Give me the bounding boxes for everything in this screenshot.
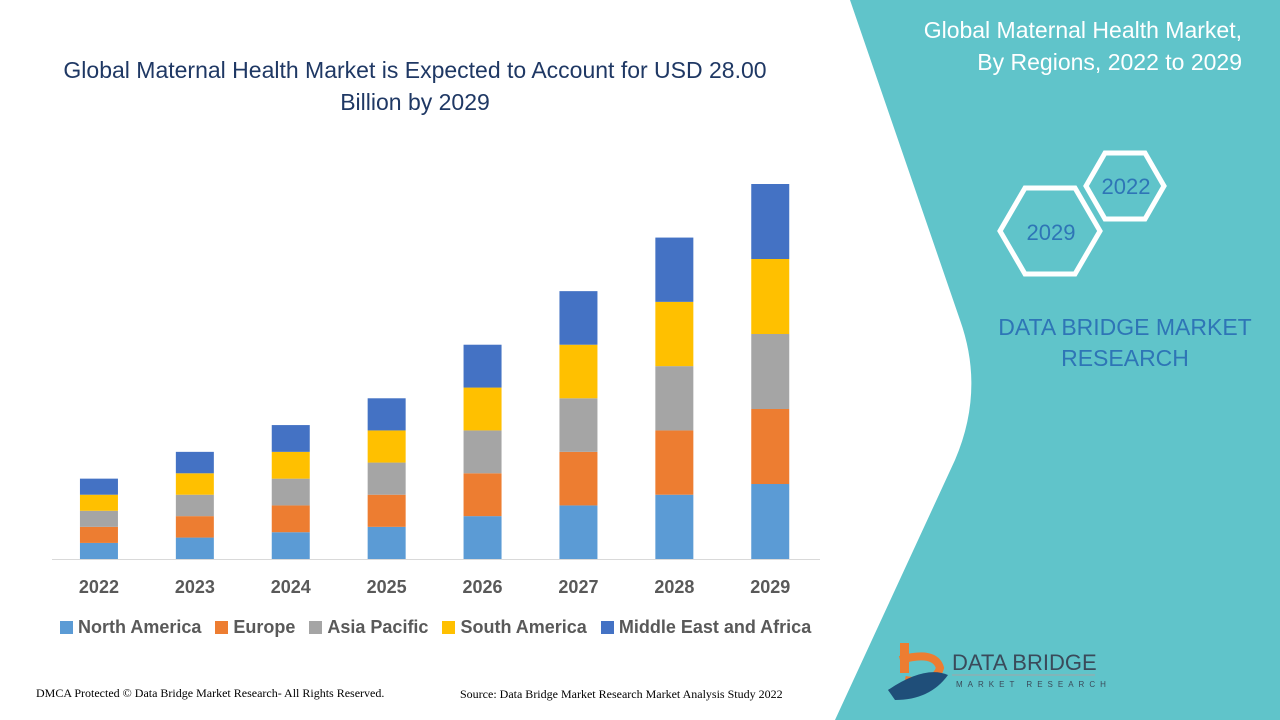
source-text: Source: Data Bridge Market Research Mark… [460, 687, 783, 701]
x-tick-label: 2024 [271, 577, 311, 597]
legend-swatch [60, 621, 73, 634]
legend-item: Europe [215, 617, 295, 638]
legend-label: Europe [233, 617, 296, 637]
bar-segment-2023-north-america [175, 537, 214, 559]
bar-segment-2024-middle-east-and-africa [271, 425, 310, 452]
bar-segment-2025-north-america [367, 526, 406, 559]
bar-segment-2029-asia-pacific [751, 334, 790, 409]
bar-segment-2025-middle-east-and-africa [367, 398, 406, 431]
bar-segment-2029-europe [751, 409, 790, 484]
bar-segment-2023-south-america [175, 473, 214, 495]
bar-segment-2022-north-america [79, 542, 118, 559]
brand-text: DATA BRIDGE MARKET RESEARCH [998, 314, 1252, 371]
legend-swatch [600, 621, 614, 634]
bar-segment-2024-asia-pacific [271, 478, 310, 506]
bar-segment-2027-europe [559, 451, 598, 506]
bar-segment-2027-north-america [559, 505, 598, 559]
x-tick-label: 2028 [654, 577, 694, 597]
legend-item: North America [60, 617, 201, 638]
legend-swatch [442, 621, 456, 634]
bar-segment-2027-middle-east-and-africa [559, 291, 598, 345]
bar-segment-2026-europe [463, 473, 502, 517]
bar-segment-2022-south-america [79, 494, 118, 511]
bar-segment-2022-asia-pacific [79, 510, 118, 527]
bar-segment-2029-middle-east-and-africa [751, 184, 790, 259]
x-tick-label: 2025 [367, 577, 407, 597]
legend-item: South America [442, 617, 587, 638]
logo-text: DATA BRIDGE [952, 650, 1097, 675]
x-tick-label: 2022 [79, 577, 119, 597]
hexagon-2022-icon [1083, 150, 1167, 222]
teal-panel [835, 0, 1280, 720]
hex-label-2022: 2022 [1102, 174, 1151, 199]
legend-swatch [215, 621, 229, 634]
bar-segment-2028-north-america [655, 494, 694, 559]
x-tick-label: 2027 [558, 577, 598, 597]
bar-segment-2029-north-america [751, 484, 790, 559]
bar-segment-2025-asia-pacific [367, 462, 406, 495]
hex-label-2029: 2029 [1027, 220, 1076, 245]
x-tick-label: 2023 [175, 577, 215, 597]
bar-segment-2029-south-america [751, 259, 790, 334]
bar-segment-2027-asia-pacific [559, 398, 598, 452]
bar-segment-2024-europe [271, 505, 310, 533]
logo-subtext: MARKET RESEARCH [956, 680, 1111, 689]
bar-segment-2023-middle-east-and-africa [175, 451, 214, 474]
bar-segment-2026-asia-pacific [463, 430, 502, 474]
bar-segment-2022-middle-east-and-africa [79, 478, 118, 495]
bar-segment-2028-europe [655, 430, 694, 495]
copyright-text: DMCA Protected © Data Bridge Market Rese… [36, 686, 385, 700]
legend-label: Asia Pacific [327, 617, 429, 637]
x-tick-label: 2026 [463, 577, 503, 597]
bar-segment-2028-asia-pacific [655, 366, 694, 431]
bar-segment-2028-south-america [655, 301, 694, 367]
legend-item: Asia Pacific [309, 617, 428, 638]
legend-label: Middle East and Africa [618, 617, 812, 637]
bar-segment-2027-south-america [559, 344, 598, 399]
legend-label: North America [78, 617, 202, 637]
bar-segment-2024-north-america [271, 532, 310, 559]
legend: North America Europe Asia Pacific South Ame… [60, 617, 811, 638]
bar-segment-2026-north-america [463, 516, 502, 559]
bar-segment-2023-asia-pacific [175, 494, 214, 517]
bar-segment-2026-middle-east-and-africa [463, 344, 502, 388]
bar-segment-2025-europe [367, 494, 406, 527]
bar-segment-2026-south-america [463, 387, 502, 431]
bar-segment-2025-south-america [367, 430, 406, 463]
legend-swatch [309, 621, 323, 634]
legend-label: South America [460, 617, 587, 637]
panel-title: Global Maternal Health Market, By Region… [923, 17, 1242, 75]
x-tick-label: 2029 [750, 577, 790, 597]
hexagon-2029-icon [997, 185, 1103, 277]
stacked-bar-chart: 2022 2023 2024 2025 2026 2027 2028 2029 [52, 184, 820, 597]
bar-segment-2023-europe [175, 516, 214, 538]
chart-title: Global Maternal Health Market is Expecte… [63, 57, 767, 115]
bar-segment-2022-europe [79, 526, 118, 543]
legend-item: Middle East and Africa [600, 617, 812, 638]
bar-segment-2024-south-america [271, 451, 310, 479]
logo-icon [888, 643, 1095, 700]
bar-segment-2028-middle-east-and-africa [655, 237, 694, 302]
